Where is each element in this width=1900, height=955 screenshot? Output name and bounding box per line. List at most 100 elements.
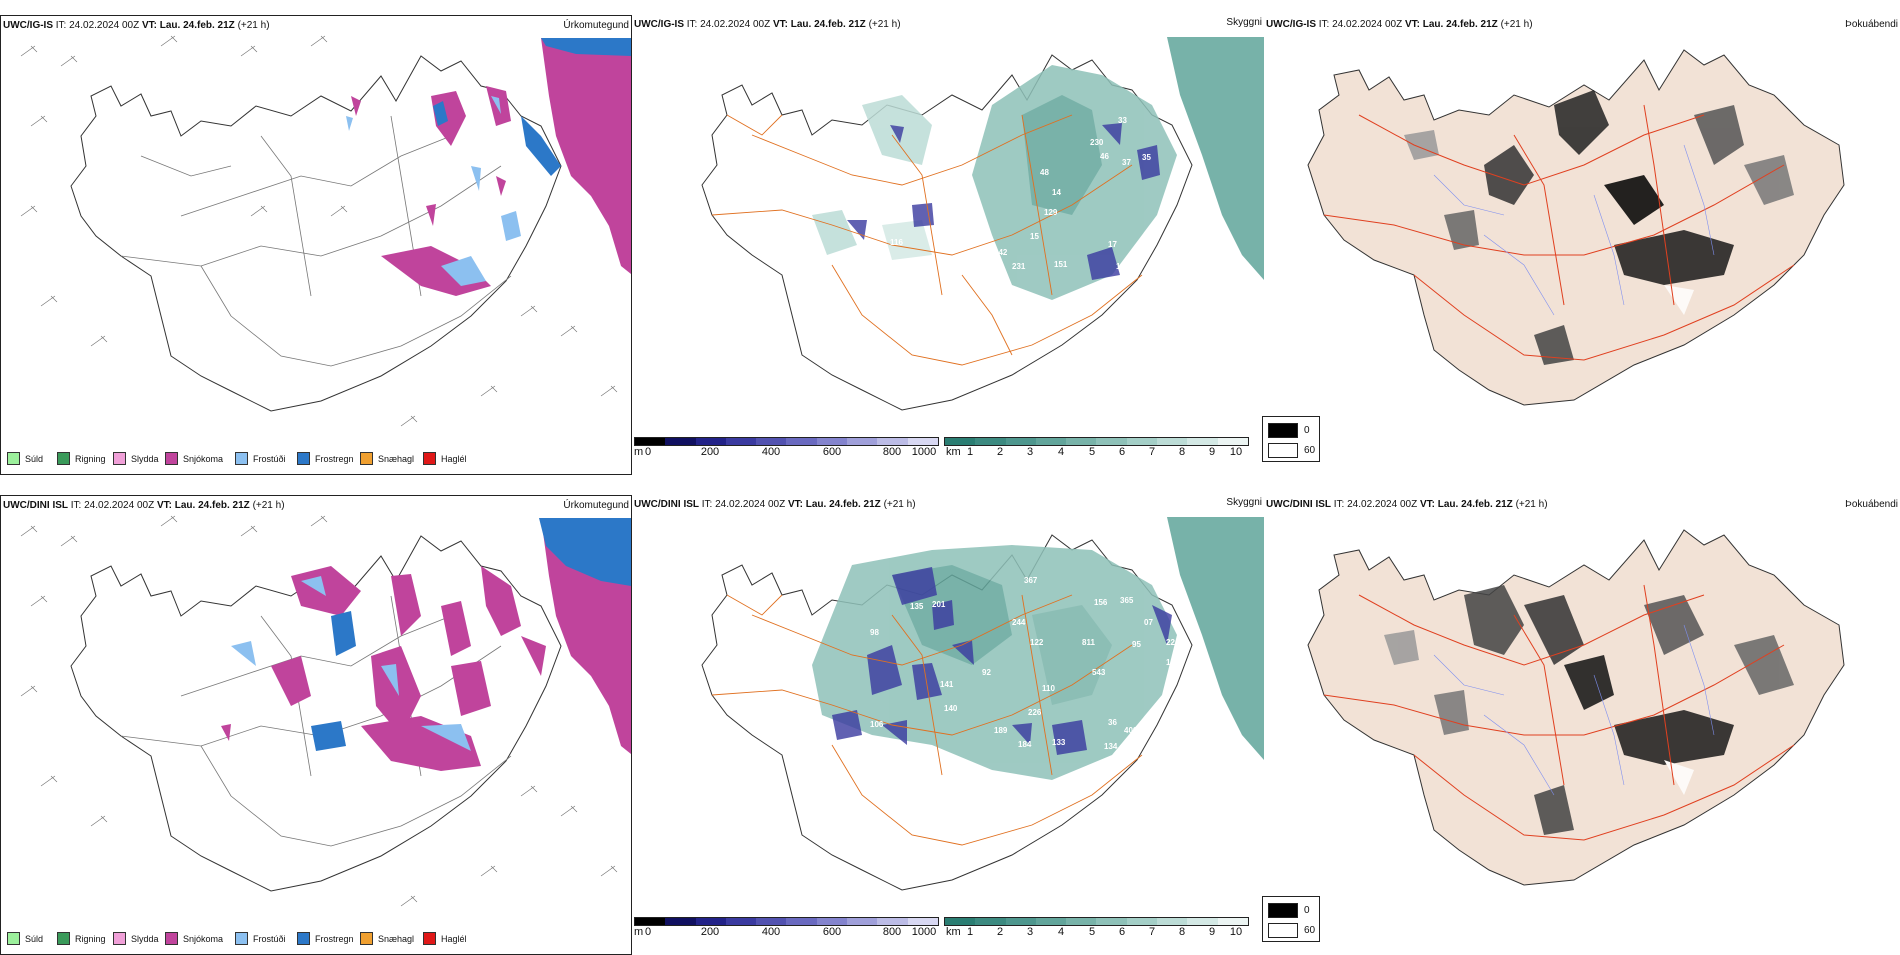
cloud-base-label: 129: [1044, 208, 1058, 217]
cloud-base-label: 151: [1054, 260, 1068, 269]
colorbar-m-strip: [634, 917, 939, 926]
colorbar-m-ticks: m 0 200 400 600 800 1000: [634, 446, 937, 458]
cloud-base-label: 141: [940, 680, 954, 689]
cloud-base-label: 367: [1024, 576, 1038, 585]
cloud-base-label: 133: [1052, 738, 1066, 747]
cloud-base-label: 244: [1012, 618, 1026, 627]
legend-item: Haglél: [423, 452, 467, 465]
cloud-base-label: 134: [1104, 742, 1118, 751]
precip-map: [20, 35, 631, 427]
cloud-base-label: 48: [1040, 168, 1049, 177]
cloud-base-label: 95: [1132, 640, 1141, 649]
legend-swatch: [165, 452, 178, 465]
colorbar-km-ticks: km 1 2 3 4 5 6 7 8 9 10: [946, 926, 1243, 938]
legend-swatch: [360, 932, 373, 945]
cloud-base-label: 17: [1108, 240, 1117, 249]
cloud-base-label: 543: [1092, 668, 1106, 677]
panel-title: Skyggni: [1226, 17, 1262, 28]
panel-title: Úrkomutegund: [563, 500, 629, 511]
cloud-base-label: 15: [1030, 232, 1039, 241]
clouds-panel-2: UWC/DINI ISL IT: 24.02.2024 00Z VT: Lau.…: [632, 495, 1264, 955]
fog-panel-2: UWC/DINI ISL IT: 24.02.2024 00Z VT: Lau.…: [1262, 495, 1900, 955]
legend-swatch: [1268, 423, 1298, 438]
legend-item: Frostregn: [297, 452, 354, 465]
cloud-base-label: 110: [1042, 684, 1055, 693]
legend-item: Frostúði: [235, 932, 286, 945]
colorbar-m-ticks: m 0 200 400 600 800 1000: [634, 926, 937, 938]
cloud-base-label: 140: [944, 704, 958, 713]
cloud-base-label: 135: [910, 602, 924, 611]
legend-swatch: [360, 452, 373, 465]
cloud-base-label: 46: [1100, 152, 1109, 161]
colorbar-visibility: km 1 2 3 4 5 6 7 8 9 10: [944, 437, 1249, 460]
legend-swatch: [165, 932, 178, 945]
cloud-base-label: 142: [994, 248, 1008, 257]
panel-title: Úrkomutegund: [563, 20, 629, 31]
colorbar-visibility: km 1 2 3 4 5 6 7 8 9 10: [944, 917, 1249, 940]
panel-title: Skyggni: [1226, 497, 1262, 508]
cloud-base-label: 37: [1122, 158, 1131, 167]
panel-header: UWC/IG-IS IT: 24.02.2024 00Z VT: Lau. 24…: [1266, 19, 1533, 30]
cloud-base-label: 122: [1030, 638, 1044, 647]
panel-header: UWC/DINI ISL IT: 24.02.2024 00Z VT: Lau.…: [3, 500, 285, 511]
cloud-base-label: 226: [1028, 708, 1042, 717]
cloud-base-label: 201: [932, 600, 946, 609]
cloud-base-label: 14: [1052, 188, 1061, 197]
cloud-base-label: 156: [1094, 598, 1108, 607]
cloud-base-label: 134: [950, 236, 964, 245]
cloud-base-label: 36: [1108, 718, 1117, 727]
legend-item: Frostúði: [235, 452, 286, 465]
fog-panel-1: UWC/IG-IS IT: 24.02.2024 00Z VT: Lau. 24…: [1262, 15, 1900, 475]
cloud-base-label: 231: [1012, 262, 1026, 271]
panel-title: Þokuábendi: [1845, 19, 1898, 30]
colorbar-km-ticks: km 1 2 3 4 5 6 7 8 9 10: [946, 446, 1243, 458]
legend-item: Rigning: [57, 452, 106, 465]
legend-item: Snjókoma: [165, 452, 223, 465]
legend-item: Slydda: [113, 452, 159, 465]
fog-legend: 0 60: [1262, 896, 1320, 942]
fog-map: [1307, 529, 1845, 886]
precip-panel-1: UWC/IG-IS IT: 24.02.2024 00Z VT: Lau. 24…: [0, 15, 632, 475]
legend-swatch: [1268, 443, 1298, 458]
cloud-base-label: 189: [994, 726, 1008, 735]
cloud-base-label: 811: [1082, 638, 1095, 647]
legend-swatch: [423, 452, 436, 465]
legend-swatch: [7, 452, 20, 465]
legend-item: Rigning: [57, 932, 106, 945]
cloud-base-label: 110: [1116, 262, 1129, 271]
colorbar-km-strip: [944, 917, 1249, 926]
colorbar-cloud-base: m 0 200 400 600 800 1000: [634, 917, 939, 940]
cloud-base-label: 33: [1118, 116, 1127, 125]
panel-header: UWC/DINI ISL IT: 24.02.2024 00Z VT: Lau.…: [1266, 499, 1548, 510]
legend-swatch: [235, 452, 248, 465]
legend-swatch: [7, 932, 20, 945]
cloud-base-label: 365: [1120, 596, 1134, 605]
legend-item: Haglél: [423, 932, 467, 945]
legend-swatch: [235, 932, 248, 945]
cloud-base-label: 07: [1144, 618, 1153, 627]
cloud-base-label: 98: [870, 628, 879, 637]
cloud-base-label: 114: [874, 742, 887, 751]
colorbar-m-strip: [634, 437, 939, 446]
cloud-base-label: 35: [1142, 153, 1151, 162]
cloud-base-label: 151: [876, 258, 890, 267]
cloud-base-label: 92: [982, 668, 991, 677]
legend-swatch: [423, 932, 436, 945]
legend-swatch: [1268, 923, 1298, 938]
cloud-base-label: 400: [1124, 726, 1138, 735]
legend-item: Súld: [7, 932, 43, 945]
panel-header: UWC/DINI ISL IT: 24.02.2024 00Z VT: Lau.…: [634, 499, 916, 510]
legend-item: Súld: [7, 452, 43, 465]
cloud-base-label: 116: [890, 238, 903, 247]
cloud-base-label: 106: [870, 720, 884, 729]
legend-swatch: [57, 452, 70, 465]
cloud-base-label: 146: [1166, 658, 1180, 667]
legend-swatch: [113, 932, 126, 945]
colorbar-km-strip: [944, 437, 1249, 446]
clouds-map: 367 156 365 135 201 244 07 98 122 811 95…: [701, 517, 1264, 891]
legend-item: Slydda: [113, 932, 159, 945]
legend-swatch: [297, 932, 310, 945]
precip-map: [20, 515, 631, 907]
clouds-panel-1: UWC/IG-IS IT: 24.02.2024 00Z VT: Lau. 24…: [632, 15, 1264, 475]
legend-item: Snjókoma: [165, 932, 223, 945]
